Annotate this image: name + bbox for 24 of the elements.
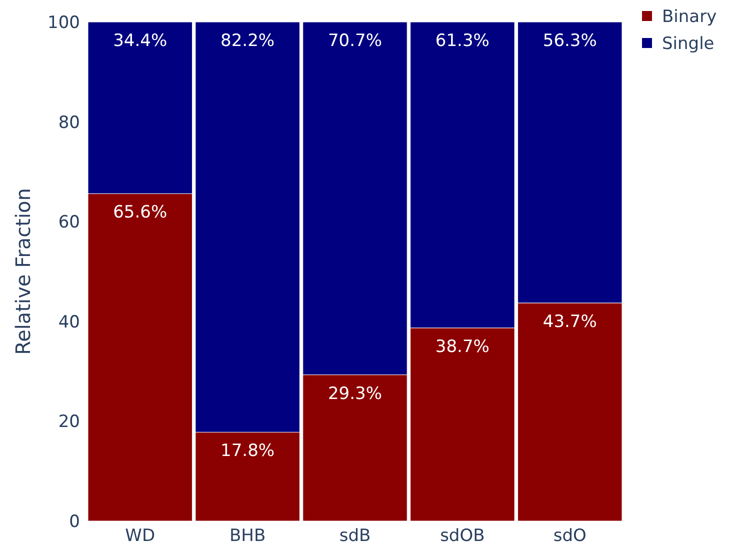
data-label: 56.3% (542, 31, 597, 51)
y-tick-label: 0 (69, 512, 80, 532)
x-tick-label: sdO (553, 526, 586, 546)
y-tick-label: 40 (58, 312, 80, 332)
x-tick-label: sdOB (440, 526, 485, 546)
data-label: 65.6% (113, 202, 168, 223)
y-tick-label: 100 (48, 13, 80, 33)
data-label: 38.7% (435, 336, 490, 357)
data-label: 34.4% (113, 31, 168, 51)
data-label: 29.3% (328, 384, 382, 404)
y-tick-label: 60 (58, 212, 80, 233)
data-label: 43.7% (542, 312, 597, 332)
data-label: 82.2% (220, 31, 275, 51)
data-label: 61.3% (435, 31, 490, 51)
legend-label: Binary (662, 7, 717, 27)
text: Single (662, 34, 714, 54)
y-tick-label: 20 (58, 412, 80, 432)
x-tick-label: sdB (339, 526, 371, 546)
y-tick-label: 80 (58, 112, 80, 133)
x-tick-label: BHB (230, 526, 266, 546)
y-axis-title: Relative Fraction (11, 188, 35, 355)
data-label: 17.8% (220, 441, 275, 462)
data-label: 70.7% (328, 31, 382, 51)
x-tick-label: WD (125, 526, 156, 546)
